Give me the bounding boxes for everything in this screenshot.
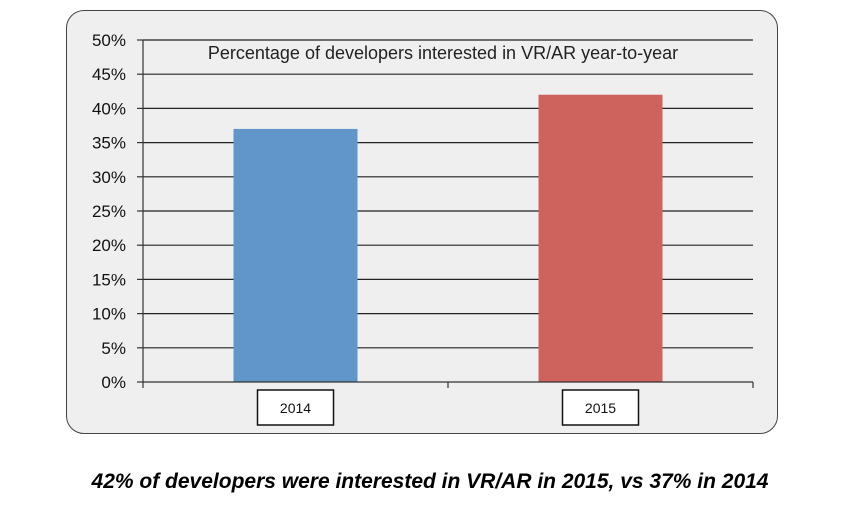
y-tick-label: 5% bbox=[101, 339, 126, 358]
x-category-label: 2015 bbox=[585, 400, 616, 416]
y-tick-label: 0% bbox=[101, 373, 126, 392]
y-tick-label: 15% bbox=[92, 270, 126, 289]
bar-chart: 0% 5% 10% 15% 20% 25% 30% 35% 40% 45% 50% 2014 2015… bbox=[92, 31, 754, 426]
chart-caption: 42% of developers were interested in VR/… bbox=[91, 470, 769, 493]
y-tick-label: 10% bbox=[92, 305, 126, 324]
x-category-labels: 2014 2015 bbox=[256, 389, 640, 426]
y-tick-label: 50% bbox=[92, 31, 126, 50]
y-tick-labels: 0% 5% 10% 15% 20% 25% 30% 35% 40% 45% 50% bbox=[92, 31, 126, 392]
bars bbox=[233, 94, 663, 382]
axes bbox=[142, 40, 754, 388]
category-label-box bbox=[561, 389, 640, 426]
chart-title: Percentage of developers interested in V… bbox=[208, 43, 678, 63]
x-category-label: 2014 bbox=[280, 400, 311, 416]
y-tick-label: 35% bbox=[92, 134, 126, 153]
bar-2014 bbox=[233, 128, 358, 382]
y-tick-label: 20% bbox=[92, 236, 126, 255]
y-tick-label: 40% bbox=[92, 99, 126, 118]
y-tick-label: 25% bbox=[92, 202, 126, 221]
y-tick-label: 45% bbox=[92, 65, 126, 84]
category-label-box bbox=[256, 389, 335, 426]
bar-2015 bbox=[538, 94, 663, 382]
y-tick-label: 30% bbox=[92, 168, 126, 187]
